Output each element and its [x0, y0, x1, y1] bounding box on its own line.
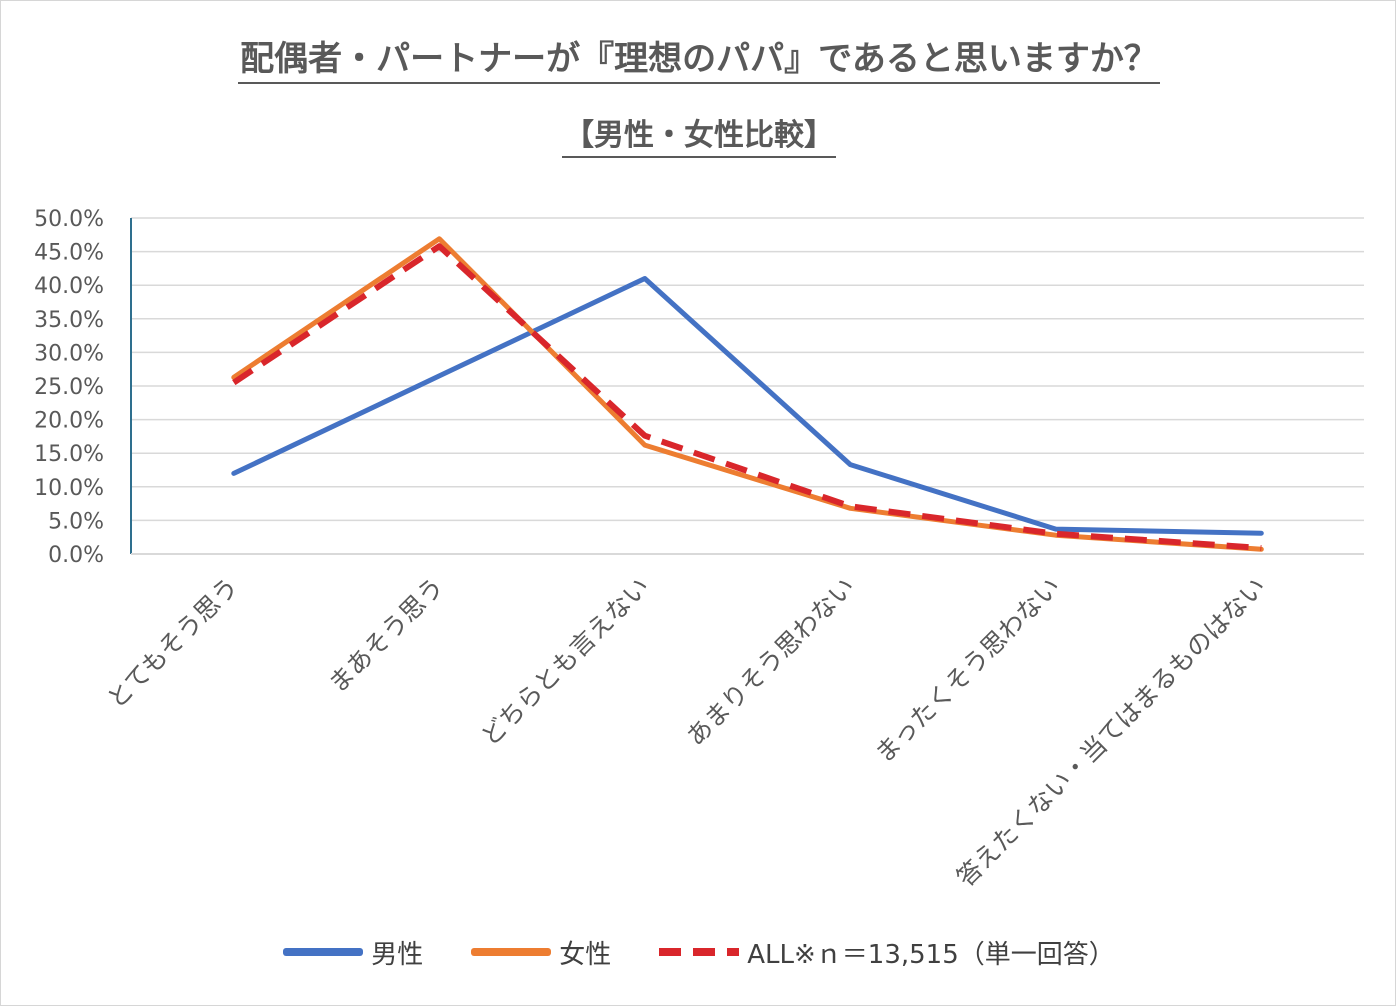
legend-label-male: 男性 — [371, 939, 424, 970]
x-category-label: あまりそう思わない — [681, 572, 861, 752]
legend: 男性 女性 ALL※ｎ＝13,515（単一回答） — [1, 929, 1395, 975]
legend-item-male: 男性 — [283, 934, 423, 971]
legend-label-female: 女性 — [559, 939, 612, 970]
y-tick-label: 20.0% — [34, 409, 104, 434]
legend-item-female: 女性 — [471, 934, 611, 971]
axes — [130, 218, 1364, 555]
x-category-label: まったくそう思わない — [869, 572, 1066, 769]
y-tick-label: 15.0% — [34, 442, 104, 467]
chart-title: 配偶者・パートナーが『理想のパパ』であると思いますか？ — [238, 40, 1160, 85]
series-line-2 — [232, 243, 1262, 551]
chart-subtitle-container: 【男性・女性比較】 — [1, 118, 1395, 158]
y-tick-label: 45.0% — [34, 241, 104, 266]
chart-subtitle: 【男性・女性比較】 — [562, 119, 836, 158]
y-axis-tick-labels: 0.0% 5.0% 10.0% 15.0% 20.0% 25.0% 30.0% 35.0% 40… — [34, 207, 104, 568]
y-tick-label: 30.0% — [34, 341, 104, 366]
x-axis-category-labels: とてもそう思う まあそう思う どちらとも言えない あまりそう思わない まったくそう思わな… — [101, 572, 1271, 893]
legend-label-all: ALL※ｎ＝13,515（単一回答） — [747, 939, 1115, 970]
gridlines — [131, 217, 1364, 522]
y-tick-label: 5.0% — [48, 509, 104, 534]
y-tick-label: 10.0% — [34, 476, 104, 501]
line-chart: 0.0% 5.0% 10.0% 15.0% 20.0% 25.0% 30.0% 35.0% 40… — [34, 207, 1364, 893]
legend-item-all: ALL※ｎ＝13,515（単一回答） — [659, 934, 1115, 971]
legend-swatch-female — [471, 948, 552, 956]
series-lines — [231, 236, 1264, 552]
y-tick-label: 35.0% — [34, 308, 104, 333]
y-tick-label: 50.0% — [34, 207, 104, 232]
chart-title-container: 配偶者・パートナーが『理想のパパ』であると思いますか？ — [1, 39, 1395, 85]
y-tick-label: 25.0% — [34, 375, 104, 400]
y-tick-label: 0.0% — [48, 543, 104, 568]
legend-swatch-male — [283, 948, 364, 956]
y-tick-label: 40.0% — [34, 274, 104, 299]
x-category-label: どちらとも言えない — [475, 572, 655, 752]
series-line-1 — [231, 236, 1264, 552]
series-line-0 — [231, 276, 1264, 536]
x-category-label: まあそう思う — [323, 572, 450, 699]
legend-swatch-all — [659, 948, 740, 956]
x-category-label: とてもそう思う — [101, 572, 243, 714]
